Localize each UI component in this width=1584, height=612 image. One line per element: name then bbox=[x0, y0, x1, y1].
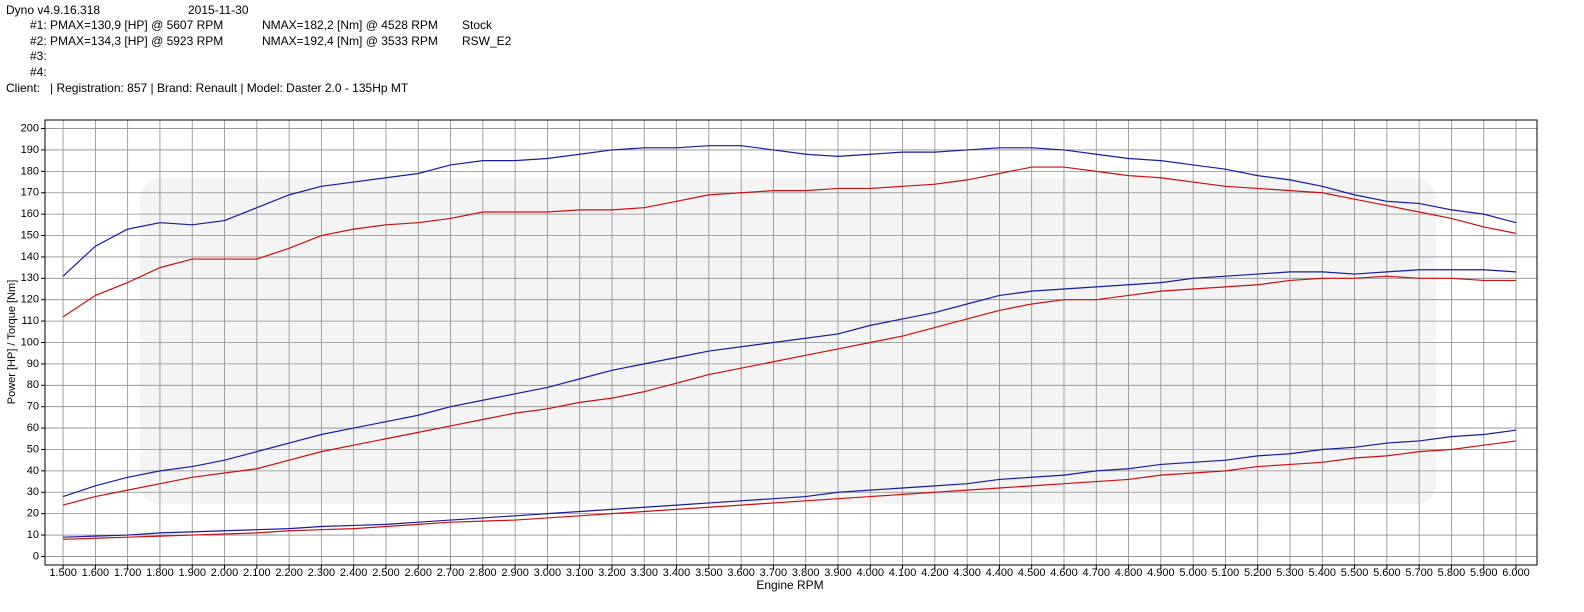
y-tick-label: 50 bbox=[27, 443, 39, 455]
x-tick-label: 3.400 bbox=[663, 567, 691, 579]
x-tick-label: 5.200 bbox=[1244, 567, 1272, 579]
y-tick-label: 90 bbox=[27, 358, 39, 370]
y-tick-label: 0 bbox=[33, 550, 39, 562]
y-tick-label: 70 bbox=[27, 401, 39, 413]
x-tick-label: 5.400 bbox=[1309, 567, 1337, 579]
y-tick-label: 150 bbox=[21, 229, 39, 241]
run-name: Stock bbox=[462, 18, 493, 32]
x-tick-label: 1.900 bbox=[178, 567, 206, 579]
x-tick-label: 2.700 bbox=[437, 567, 465, 579]
x-tick-label: 6.000 bbox=[1502, 567, 1530, 579]
torque-curve bbox=[62, 166, 1517, 318]
y-tick-label: 140 bbox=[21, 251, 39, 263]
y-tick-label: 120 bbox=[21, 294, 39, 306]
x-tick-label: 2.100 bbox=[243, 567, 271, 579]
x-tick-label: 5.600 bbox=[1373, 567, 1401, 579]
x-tick-label: 2.400 bbox=[340, 567, 368, 579]
loss-curve bbox=[63, 429, 1517, 538]
x-tick-label: 4.500 bbox=[1018, 567, 1046, 579]
y-tick-label: 130 bbox=[21, 272, 39, 284]
x-tick-label: 4.300 bbox=[953, 567, 981, 579]
x-tick-label: 3.600 bbox=[727, 567, 755, 579]
x-tick-label: 3.300 bbox=[630, 567, 658, 579]
y-tick-label: 60 bbox=[27, 422, 39, 434]
x-tick-label: 4.800 bbox=[1115, 567, 1143, 579]
x-tick-label: 3.100 bbox=[566, 567, 594, 579]
power-curve bbox=[62, 269, 1517, 498]
x-tick-label: 1.500 bbox=[49, 567, 77, 579]
plot-frame bbox=[44, 119, 1538, 566]
y-tick-label: 200 bbox=[21, 122, 39, 134]
empty-run: #3: bbox=[30, 49, 47, 63]
x-tick-label: 4.900 bbox=[1147, 567, 1175, 579]
power-curve bbox=[62, 275, 1517, 506]
x-tick-label: 1.700 bbox=[114, 567, 142, 579]
x-tick-label: 5.900 bbox=[1470, 567, 1498, 579]
y-tick-label: 100 bbox=[21, 336, 39, 348]
app-version: Dyno v4.9.16.318 bbox=[6, 3, 100, 17]
x-tick-label: 2.300 bbox=[308, 567, 336, 579]
x-tick-label: 3.800 bbox=[792, 567, 820, 579]
run-nmax: NMAX=182,2 [Nm] @ 4528 RPM bbox=[262, 18, 438, 32]
y-tick-label: 190 bbox=[21, 144, 39, 156]
y-tick-label: 40 bbox=[27, 465, 39, 477]
x-tick-label: 5.100 bbox=[1212, 567, 1240, 579]
empty-run: #4: bbox=[30, 65, 47, 79]
x-tick-label: 4.400 bbox=[986, 567, 1014, 579]
run-pmax: #2: PMAX=134,3 [HP] @ 5923 RPM bbox=[30, 34, 223, 48]
y-tick-label: 30 bbox=[27, 486, 39, 498]
x-tick-label: 2.600 bbox=[404, 567, 432, 579]
y-tick-label: 10 bbox=[27, 529, 39, 541]
y-tick-label: 160 bbox=[21, 208, 39, 220]
x-tick-label: 3.900 bbox=[824, 567, 852, 579]
x-tick-label: 2.500 bbox=[372, 567, 400, 579]
x-tick-label: 4.700 bbox=[1083, 567, 1111, 579]
x-tick-label: 5.700 bbox=[1405, 567, 1433, 579]
x-tick-label: 2.200 bbox=[275, 567, 303, 579]
x-tick-label: 3.700 bbox=[760, 567, 788, 579]
x-tick-label: 3.500 bbox=[695, 567, 723, 579]
x-axis-title: Engine RPM bbox=[756, 578, 823, 592]
run-name: RSW_E2 bbox=[462, 34, 512, 48]
x-tick-label: 1.800 bbox=[146, 567, 174, 579]
run-pmax: #1: PMAX=130,9 [HP] @ 5607 RPM bbox=[30, 18, 223, 32]
run-nmax: NMAX=192,4 [Nm] @ 3533 RPM bbox=[262, 34, 438, 48]
y-tick-label: 180 bbox=[21, 165, 39, 177]
x-tick-label: 2.900 bbox=[501, 567, 529, 579]
y-axis-title: Power [HP] / Torque [Nm] bbox=[6, 280, 18, 405]
y-tick-label: 80 bbox=[27, 379, 39, 391]
x-tick-label: 4.600 bbox=[1050, 567, 1078, 579]
x-tick-label: 5.500 bbox=[1341, 567, 1369, 579]
x-tick-label: 3.200 bbox=[598, 567, 626, 579]
y-tick-label: 170 bbox=[21, 187, 39, 199]
y-tick-label: 110 bbox=[21, 315, 39, 327]
client-info: Client: | Registration: 857 | Brand: Ren… bbox=[6, 81, 409, 95]
x-tick-label: 5.300 bbox=[1276, 567, 1304, 579]
x-tick-label: 2.000 bbox=[211, 567, 239, 579]
x-tick-label: 3.000 bbox=[534, 567, 562, 579]
x-tick-label: 1.600 bbox=[82, 567, 110, 579]
x-tick-label: 4.200 bbox=[921, 567, 949, 579]
x-tick-label: 2.800 bbox=[469, 567, 497, 579]
x-tick-label: 5.800 bbox=[1438, 567, 1466, 579]
torque-curve bbox=[62, 145, 1517, 277]
loss-curve bbox=[63, 440, 1517, 540]
x-tick-label: 4.000 bbox=[856, 567, 884, 579]
x-tick-label: 4.100 bbox=[889, 567, 917, 579]
y-tick-label: 20 bbox=[27, 508, 39, 520]
x-tick-label: 5.000 bbox=[1179, 567, 1207, 579]
date: 2015-11-30 bbox=[188, 3, 249, 17]
